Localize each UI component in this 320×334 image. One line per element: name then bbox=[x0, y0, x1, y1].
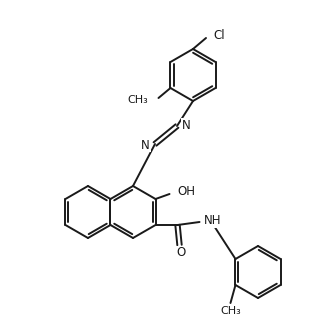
Text: CH₃: CH₃ bbox=[128, 95, 148, 105]
Text: N: N bbox=[182, 119, 191, 132]
Text: NH: NH bbox=[204, 214, 221, 227]
Text: CH₃: CH₃ bbox=[220, 306, 241, 316]
Text: OH: OH bbox=[178, 184, 196, 197]
Text: N: N bbox=[141, 139, 150, 152]
Text: Cl: Cl bbox=[213, 28, 225, 41]
Text: O: O bbox=[176, 246, 185, 260]
